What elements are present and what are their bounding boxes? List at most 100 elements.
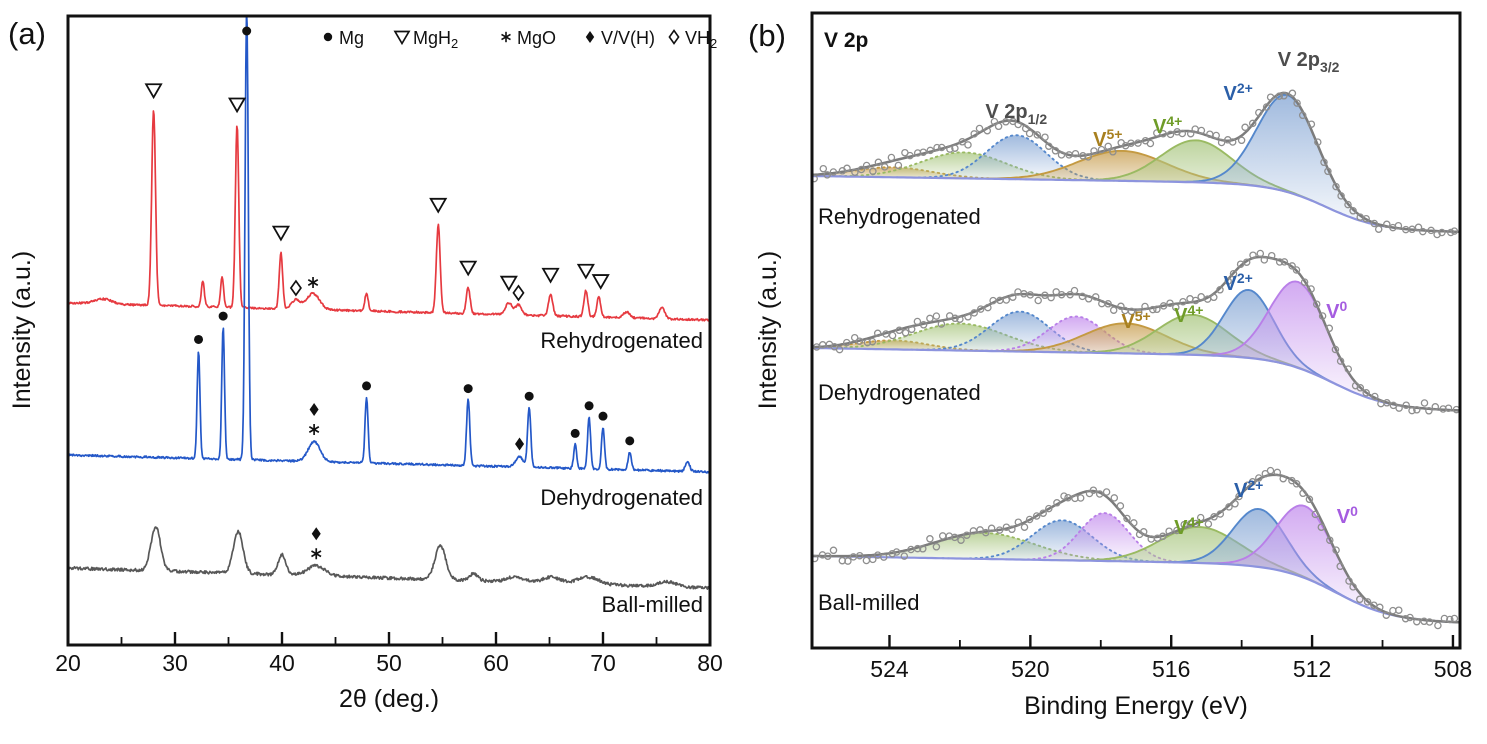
xps-data-point — [1307, 120, 1316, 128]
xps-data-point — [1406, 613, 1414, 622]
xps-data-point — [1216, 286, 1224, 294]
xps-data-point — [1446, 615, 1454, 624]
xps-data-point — [990, 117, 999, 126]
xps-data-point — [857, 165, 866, 174]
xps-data-point — [1025, 515, 1034, 524]
xps-data-point — [1325, 324, 1334, 333]
xrd-tick-label: 60 — [483, 650, 509, 676]
xps-data-point — [1293, 99, 1301, 107]
xps-data-point — [1033, 131, 1042, 139]
xps-data-point — [1104, 300, 1112, 308]
xps-data-point — [1362, 214, 1370, 223]
xps-data-point — [1312, 300, 1321, 308]
xrd-trace-rehydrogenated — [68, 110, 710, 322]
xps-data-point — [842, 338, 851, 347]
xps-data-point — [1332, 182, 1340, 191]
xps-data-point — [1292, 266, 1301, 274]
xps-data-point — [862, 161, 871, 170]
xps-data-point — [850, 333, 859, 342]
xps-data-point — [1117, 302, 1125, 311]
xps-data-point — [1235, 492, 1243, 501]
xps-data-point — [1242, 258, 1251, 266]
xps-data-point — [868, 337, 877, 346]
xps-data-point — [1051, 147, 1060, 155]
xps-data-point — [873, 329, 882, 338]
xps-data-point — [1292, 480, 1301, 488]
xps-data-point — [843, 164, 851, 173]
xps-data-point — [1159, 302, 1168, 310]
xps-data-point — [1166, 299, 1174, 307]
xps-data-point — [970, 309, 978, 317]
xps-data-point — [1305, 495, 1314, 504]
xps-data-point — [1249, 251, 1257, 259]
xps-data-point — [1425, 407, 1433, 415]
xrd-y-axis-label: Intensity (a.u.) — [8, 251, 36, 409]
xps-data-point — [984, 303, 992, 312]
legend-label-v-v-h-: V/V(H) — [601, 28, 655, 48]
xrd-series-group — [68, 16, 710, 590]
xps-component-fill — [963, 316, 1189, 355]
xps-data-point — [1439, 405, 1447, 413]
xps-component-fill — [1055, 140, 1337, 212]
xps-data-point — [1026, 291, 1035, 299]
xps-data-point — [1336, 357, 1345, 365]
xps-data-point — [1197, 126, 1206, 135]
xps-data-point — [1109, 306, 1118, 314]
xps-data-point — [1053, 499, 1061, 507]
xps-data-point — [1231, 500, 1239, 508]
xps-data-point — [1394, 221, 1403, 230]
xps-peak-annotation: V 2p1/2 — [985, 101, 1047, 127]
xps-trace-label-ball-milled: Ball-milled — [818, 590, 919, 615]
xps-data-point — [950, 533, 959, 542]
xps-data-point — [1097, 145, 1106, 154]
xps-data-point — [1070, 286, 1079, 295]
xps-data-point — [1095, 490, 1104, 498]
xrd-x-axis-label: 2θ (deg.) — [339, 685, 439, 713]
xps-data-point — [1318, 312, 1327, 320]
xps-data-point — [851, 168, 859, 176]
xps-data-point — [937, 320, 946, 328]
xps-data-point — [818, 551, 827, 559]
xps-data-point — [1109, 148, 1117, 156]
xps-data-point — [1356, 595, 1364, 604]
xps-data-point — [1383, 399, 1391, 407]
xps-data-point — [957, 536, 965, 544]
xps-baseline — [812, 174, 1460, 233]
xps-data-point — [1135, 308, 1143, 317]
xrd-panel: RehydrogenatedDehydrogenatedBall-milled … — [8, 14, 723, 713]
legend-symbol-tri — [393, 30, 411, 46]
xps-trace-dehydrogenated — [812, 249, 1460, 415]
xps-data-point — [1414, 223, 1423, 232]
xrd-tick-label: 30 — [162, 650, 188, 676]
xps-data-point — [1141, 302, 1149, 311]
xps-data-point — [1032, 512, 1041, 520]
xps-data-point — [1179, 297, 1187, 306]
xps-plot-frame — [810, 11, 1462, 650]
xps-data-point — [1356, 384, 1365, 392]
xps-data-point — [1438, 228, 1446, 237]
legend-label-mgh: MgH2 — [413, 28, 458, 51]
xps-data-point — [1008, 525, 1016, 534]
legend-symbol-dia — [585, 31, 595, 43]
xps-data-point — [1431, 403, 1440, 411]
xps-data-point — [1034, 296, 1042, 305]
xps-data-point — [874, 158, 883, 167]
xps-data-point — [913, 317, 922, 326]
xps-data-point — [1413, 406, 1421, 414]
xps-data-point — [946, 145, 954, 153]
xps-baseline — [812, 346, 1460, 412]
xps-data-point — [1076, 494, 1085, 502]
xps-component-fill — [1185, 281, 1411, 408]
xps-data-point — [1363, 598, 1372, 606]
xps-data-point — [1045, 504, 1053, 513]
xps-data-point — [1039, 509, 1047, 517]
xps-data-point — [900, 552, 909, 560]
xps-data-point — [1255, 474, 1263, 482]
xps-component-fill — [1167, 94, 1408, 230]
xps-data-point — [1288, 262, 1296, 270]
xps-series-group — [812, 89, 1460, 630]
xps-data-point — [970, 130, 978, 138]
xps-data-point — [1266, 93, 1275, 101]
xps-baseline — [812, 554, 1460, 624]
